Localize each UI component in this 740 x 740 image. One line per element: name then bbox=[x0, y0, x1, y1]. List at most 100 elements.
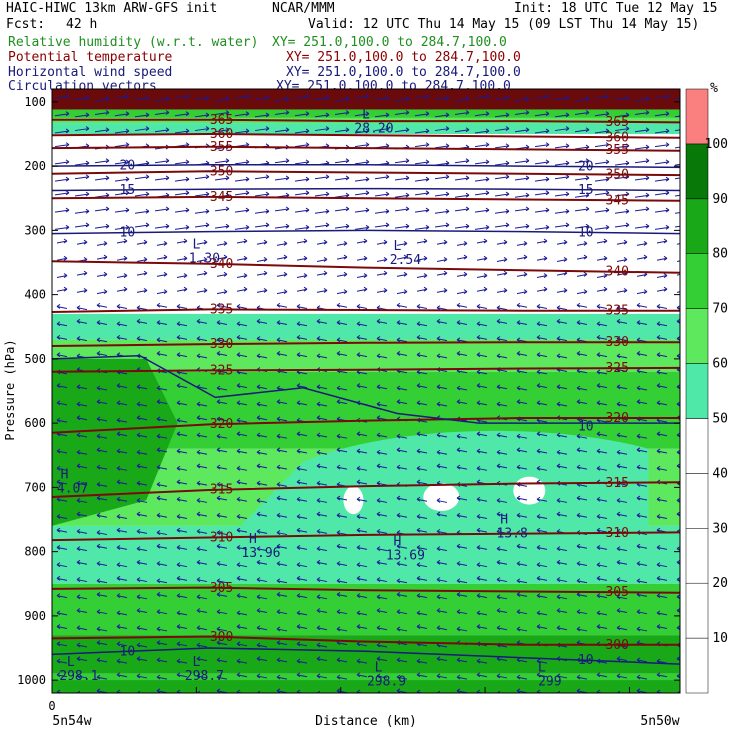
circulation-vector bbox=[294, 128, 310, 134]
circulation-vector bbox=[336, 609, 348, 615]
circulation-vector bbox=[616, 577, 628, 583]
circulation-vector bbox=[414, 94, 430, 99]
circulation-vector bbox=[114, 224, 130, 230]
circulation-vector bbox=[316, 546, 328, 552]
theta-contour-310 bbox=[52, 531, 680, 542]
circulation-vector bbox=[416, 448, 428, 454]
circulation-vector bbox=[156, 657, 168, 663]
theta-contour-label: 355 bbox=[605, 143, 628, 158]
circulation-vector bbox=[436, 270, 448, 276]
circulation-vector bbox=[556, 239, 568, 245]
circulation-vector bbox=[536, 304, 548, 309]
circulation-vector bbox=[136, 656, 148, 662]
circulation-vector bbox=[296, 479, 308, 485]
circulation-vector bbox=[414, 142, 430, 148]
circulation-vector bbox=[356, 286, 368, 292]
circulation-vector bbox=[516, 447, 528, 453]
circulation-vector bbox=[594, 128, 610, 134]
circulation-vector bbox=[454, 127, 470, 133]
circulation-vector bbox=[156, 592, 168, 597]
circulation-vector bbox=[436, 498, 448, 503]
circulation-vector bbox=[636, 302, 648, 308]
colorbar-segment bbox=[685, 253, 709, 309]
circulation-vector bbox=[616, 463, 628, 469]
circulation-vector bbox=[156, 530, 168, 536]
circulation-vector bbox=[416, 479, 428, 485]
circulation-vector bbox=[396, 674, 408, 680]
theta-contour-label: 310 bbox=[605, 526, 628, 541]
y-tick-label: 500 bbox=[24, 352, 46, 366]
circulation-vector bbox=[56, 304, 68, 309]
circulation-vector bbox=[276, 674, 288, 680]
theta-contour-350 bbox=[52, 170, 680, 177]
circulation-vector bbox=[276, 578, 288, 584]
circulation-vector bbox=[216, 626, 228, 632]
circulation-vector bbox=[96, 530, 108, 536]
circulation-vector bbox=[194, 222, 210, 228]
circulation-vector bbox=[236, 352, 248, 358]
circulation-vector bbox=[234, 176, 250, 182]
circulation-vector bbox=[296, 624, 308, 630]
circulation-vector bbox=[354, 159, 370, 165]
circulation-vector bbox=[396, 592, 408, 597]
circulation-vector bbox=[234, 128, 250, 134]
circulation-vector bbox=[196, 257, 208, 262]
circulation-vector bbox=[376, 673, 388, 679]
circulation-vector bbox=[276, 416, 288, 422]
circulation-vector bbox=[314, 126, 330, 132]
circulation-vector bbox=[176, 527, 188, 533]
circulation-vector bbox=[114, 176, 130, 182]
circulation-vector bbox=[496, 305, 508, 311]
circulation-vector bbox=[674, 115, 680, 118]
circulation-vector bbox=[576, 561, 588, 566]
circulation-vector bbox=[496, 511, 508, 517]
circulation-vector bbox=[254, 191, 270, 197]
wind-contour-label: 20 bbox=[120, 158, 136, 173]
circulation-vector bbox=[556, 353, 568, 359]
circulation-vector bbox=[636, 657, 648, 663]
circulation-vector bbox=[176, 304, 188, 309]
circulation-vector bbox=[356, 624, 368, 630]
circulation-vector bbox=[216, 640, 228, 646]
circulation-vector bbox=[376, 559, 388, 565]
circulation-vector bbox=[296, 689, 305, 693]
circulation-vector bbox=[176, 273, 188, 279]
circulation-vector bbox=[516, 561, 528, 566]
circulation-vector bbox=[136, 625, 148, 631]
circulation-vector bbox=[196, 642, 208, 648]
circulation-vectors bbox=[54, 94, 680, 693]
circulation-vector bbox=[136, 432, 148, 438]
circulation-vector bbox=[136, 239, 148, 245]
circulation-vector bbox=[154, 110, 170, 115]
circulation-vector bbox=[596, 286, 608, 292]
circulation-vector bbox=[556, 594, 568, 600]
circulation-vector bbox=[436, 608, 448, 613]
circulation-vector bbox=[454, 158, 470, 164]
circulation-vector bbox=[76, 415, 88, 421]
wind-contour-label: 20 bbox=[578, 160, 594, 175]
circulation-vector bbox=[576, 271, 588, 277]
circulation-vector bbox=[614, 208, 630, 214]
circulation-vector bbox=[616, 625, 628, 631]
circulation-vector bbox=[56, 562, 68, 568]
circulation-vector bbox=[116, 286, 128, 292]
circulation-vector bbox=[256, 239, 268, 245]
circulation-vector bbox=[116, 496, 128, 502]
circulation-vector bbox=[516, 609, 528, 615]
circulation-vector bbox=[514, 192, 530, 198]
circulation-vector bbox=[636, 688, 648, 693]
circulation-vector bbox=[436, 673, 448, 679]
circulation-vector bbox=[196, 559, 208, 565]
circulation-vector bbox=[356, 321, 368, 327]
circulation-vector bbox=[554, 222, 570, 228]
theta-contour-365 bbox=[52, 118, 680, 124]
circulation-vector bbox=[676, 577, 680, 582]
circulation-vector bbox=[436, 559, 448, 565]
circulation-vector bbox=[456, 657, 468, 663]
circulation-vector bbox=[496, 287, 508, 293]
extremum-kind: H bbox=[249, 532, 257, 547]
circulation-vector bbox=[576, 289, 588, 295]
circulation-vector bbox=[136, 305, 148, 311]
circulation-vector bbox=[336, 688, 348, 693]
circulation-vector bbox=[616, 305, 628, 311]
